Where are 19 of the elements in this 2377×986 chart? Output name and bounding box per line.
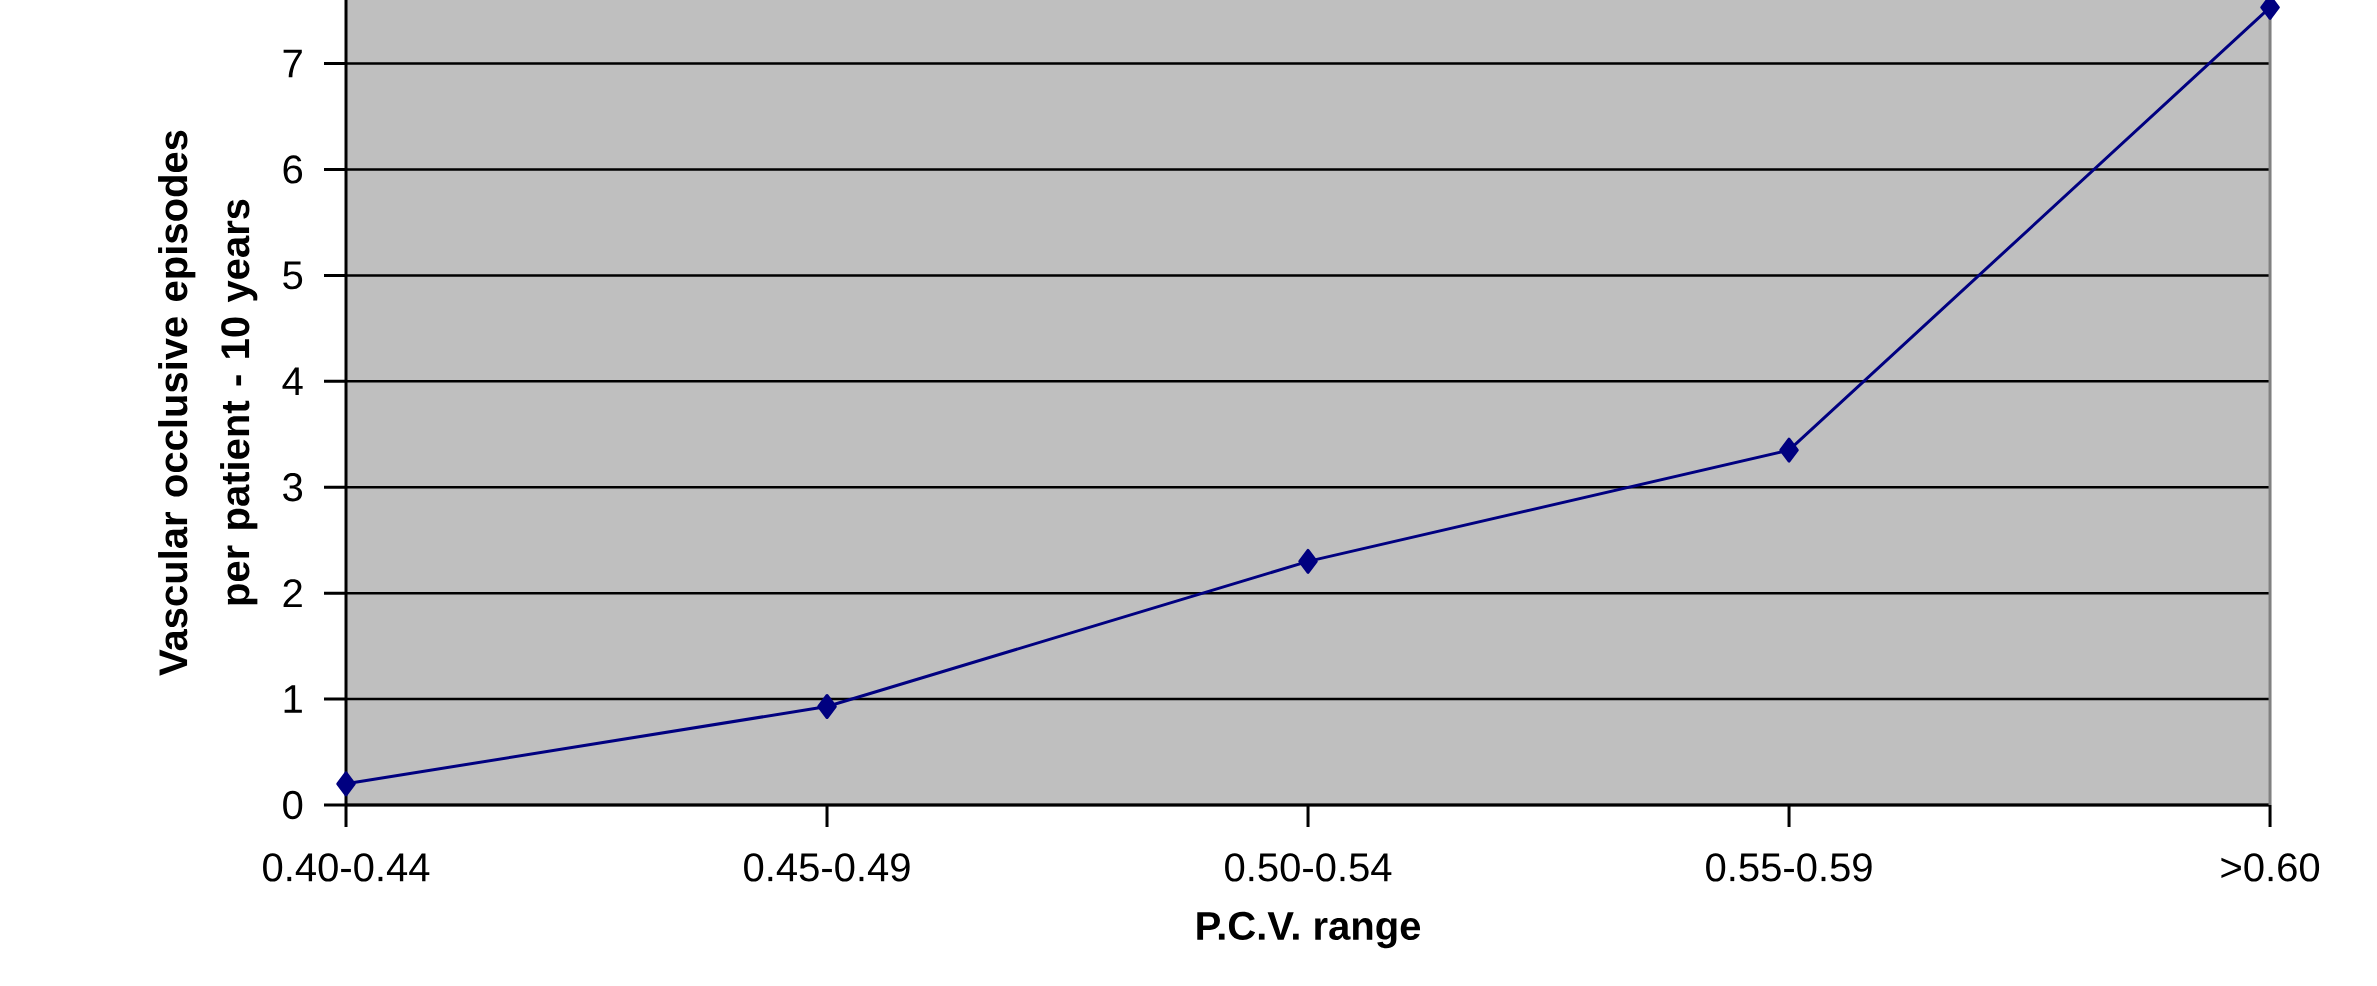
point (817, 693, 837, 719)
point (1779, 437, 1799, 463)
point (1298, 548, 1318, 574)
x-tick-label: 0.50-0.54 (1225, 853, 1392, 882)
y-tick-label: 2 (283, 579, 302, 608)
y-axis-title: Vascular occlusive episodes per patient - 10 years (158, 130, 258, 676)
y-tick-label: 0 (283, 790, 303, 820)
y-tick-label: 5 (283, 261, 303, 290)
x-tick-label: 0.55-0.59 (1706, 853, 1872, 882)
x-tick-label: >0.60 (2221, 853, 2320, 882)
y-tick-label: 4 (282, 367, 303, 396)
x-axis-title: P.C.V. range (1197, 911, 1421, 949)
x-tick-label: 0.40-0.44 (263, 853, 430, 882)
y-tick-label: 1 (284, 685, 302, 713)
point (336, 771, 356, 797)
x-tick-label: 0.45-0.49 (744, 853, 910, 882)
y-tick-label: 7 (283, 49, 302, 78)
y-tick-label: 6 (283, 155, 303, 184)
y-tick-label: 3 (283, 473, 303, 502)
